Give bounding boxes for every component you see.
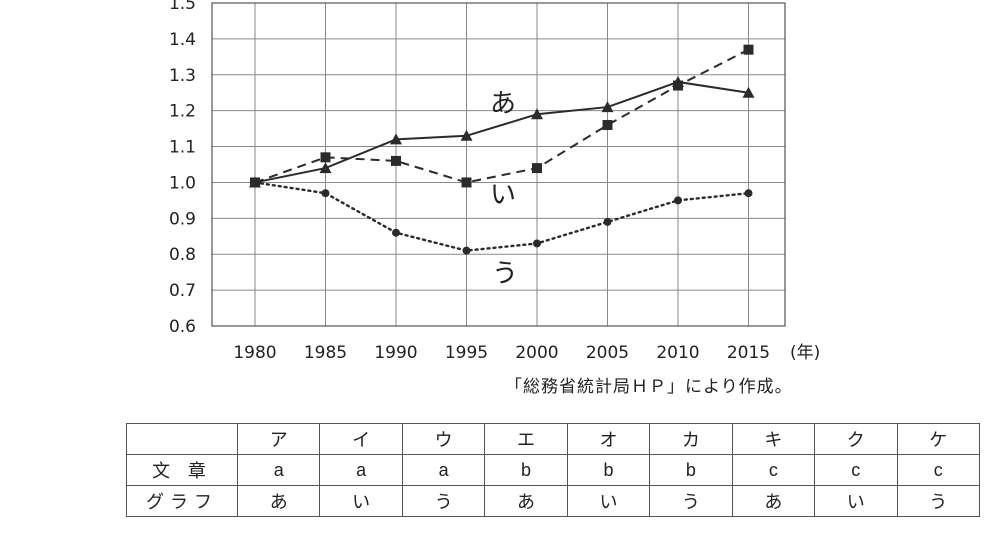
table-cell: い [319,485,403,517]
x-tick-label: 2010 [656,343,699,363]
series-2-point [461,177,472,188]
answer-table: ア イ ウ エ オ カ キ ク ケ 文 章 a a a b b b c c c … [126,423,980,517]
x-tick-label: 1985 [304,343,347,363]
table-cell: b [649,454,733,486]
x-tick-label: 2000 [515,343,558,363]
x-tick-label: 1995 [445,343,488,363]
table-header: イ [319,423,403,455]
series-2-point [743,44,754,55]
table-header: ク [814,423,898,455]
series-3-point [321,189,330,198]
y-tick-label: 1.2 [169,102,196,122]
series-2-point [320,152,331,163]
series-3-point [462,246,471,255]
table-cell: b [566,454,651,486]
series-label-u: う [492,259,518,289]
table-cell: い [814,485,898,517]
table-cell: b [484,454,568,486]
source-note: 「総務省統計局ＨＰ」により作成。 [505,377,793,397]
chart-markers [249,44,755,255]
y-tick-label: 0.8 [169,245,196,265]
y-tick-label: 1.3 [169,66,196,86]
series-1-point [460,129,473,141]
y-tick-label: 1.5 [169,0,196,14]
table-header: エ [484,423,568,455]
table-row: 文 章 a a a b b b c c c [126,454,980,486]
table-cell: う [896,485,980,517]
table-cell: あ [731,485,816,517]
series-line-2 [254,48,749,184]
series-line-3 [253,181,750,252]
table-header: カ [649,423,733,455]
series-2-point [391,155,401,166]
y-tick-label: 1.0 [169,173,196,193]
series-3-point [603,217,612,226]
table-cell: c [896,454,980,486]
table-cell: a [236,454,321,486]
table-cell: a [319,454,403,486]
y-tick-label: 1.1 [169,138,196,158]
series-3-point [392,228,400,237]
table-header: オ [566,423,651,455]
y-tick-label: 1.4 [169,30,196,50]
chart-ticks: 0.6 0.7 0.8 0.9 1.0 1.1 1.2 1.3 1.4 1.5 1980 1985 19… [169,0,770,363]
series-3-point [251,178,259,187]
table-cell: い [566,485,651,517]
series-3-point [533,239,541,248]
series-1-point [319,162,332,174]
series-2-point [532,163,542,174]
table-cell: c [731,454,816,486]
series-line-1 [254,80,749,184]
line-chart: 0.6 0.7 0.8 0.9 1.0 1.1 1.2 1.3 1.4 1.5 1980 1985 19… [169,0,820,363]
y-tick-label: 0.6 [169,317,196,337]
table-header: キ [731,423,816,455]
table-cell: c [814,454,898,486]
table-header: ウ [401,423,486,455]
table-header-row: ア イ ウ エ オ カ キ ク ケ [126,423,980,455]
table-row: グラフ あ い う あ い う あ い う [126,485,980,517]
series-2-point [673,80,683,91]
series-3-point [674,196,682,205]
x-tick-label: 1980 [233,343,276,363]
x-tick-label: 2005 [586,343,629,363]
table-corner-cell [126,423,238,455]
table-cell: う [649,485,733,517]
table-header: ケ [896,423,980,455]
y-tick-label: 0.9 [169,209,196,229]
x-axis-unit: (年) [790,343,820,363]
table-row-label: グラフ [126,485,238,517]
table-cell: あ [484,485,568,517]
series-2-point [602,120,613,131]
series-1-point [601,101,614,113]
series-1-point [531,108,543,120]
chart-series [253,48,750,252]
table-cell: a [401,454,486,486]
series-label-a: あ [490,89,516,119]
plot-frame [211,2,786,327]
y-tick-label: 0.7 [169,281,196,301]
series-3-point [744,189,753,198]
table-row-label: 文 章 [126,454,238,486]
table-cell: う [401,485,486,517]
series-1-point [742,86,755,98]
series-1-point [390,133,402,145]
x-tick-label: 2015 [727,343,770,363]
series-label-i: い [490,180,516,210]
x-tick-label: 1990 [374,343,417,363]
table-cell: あ [236,485,321,517]
table-header: ア [236,423,321,455]
